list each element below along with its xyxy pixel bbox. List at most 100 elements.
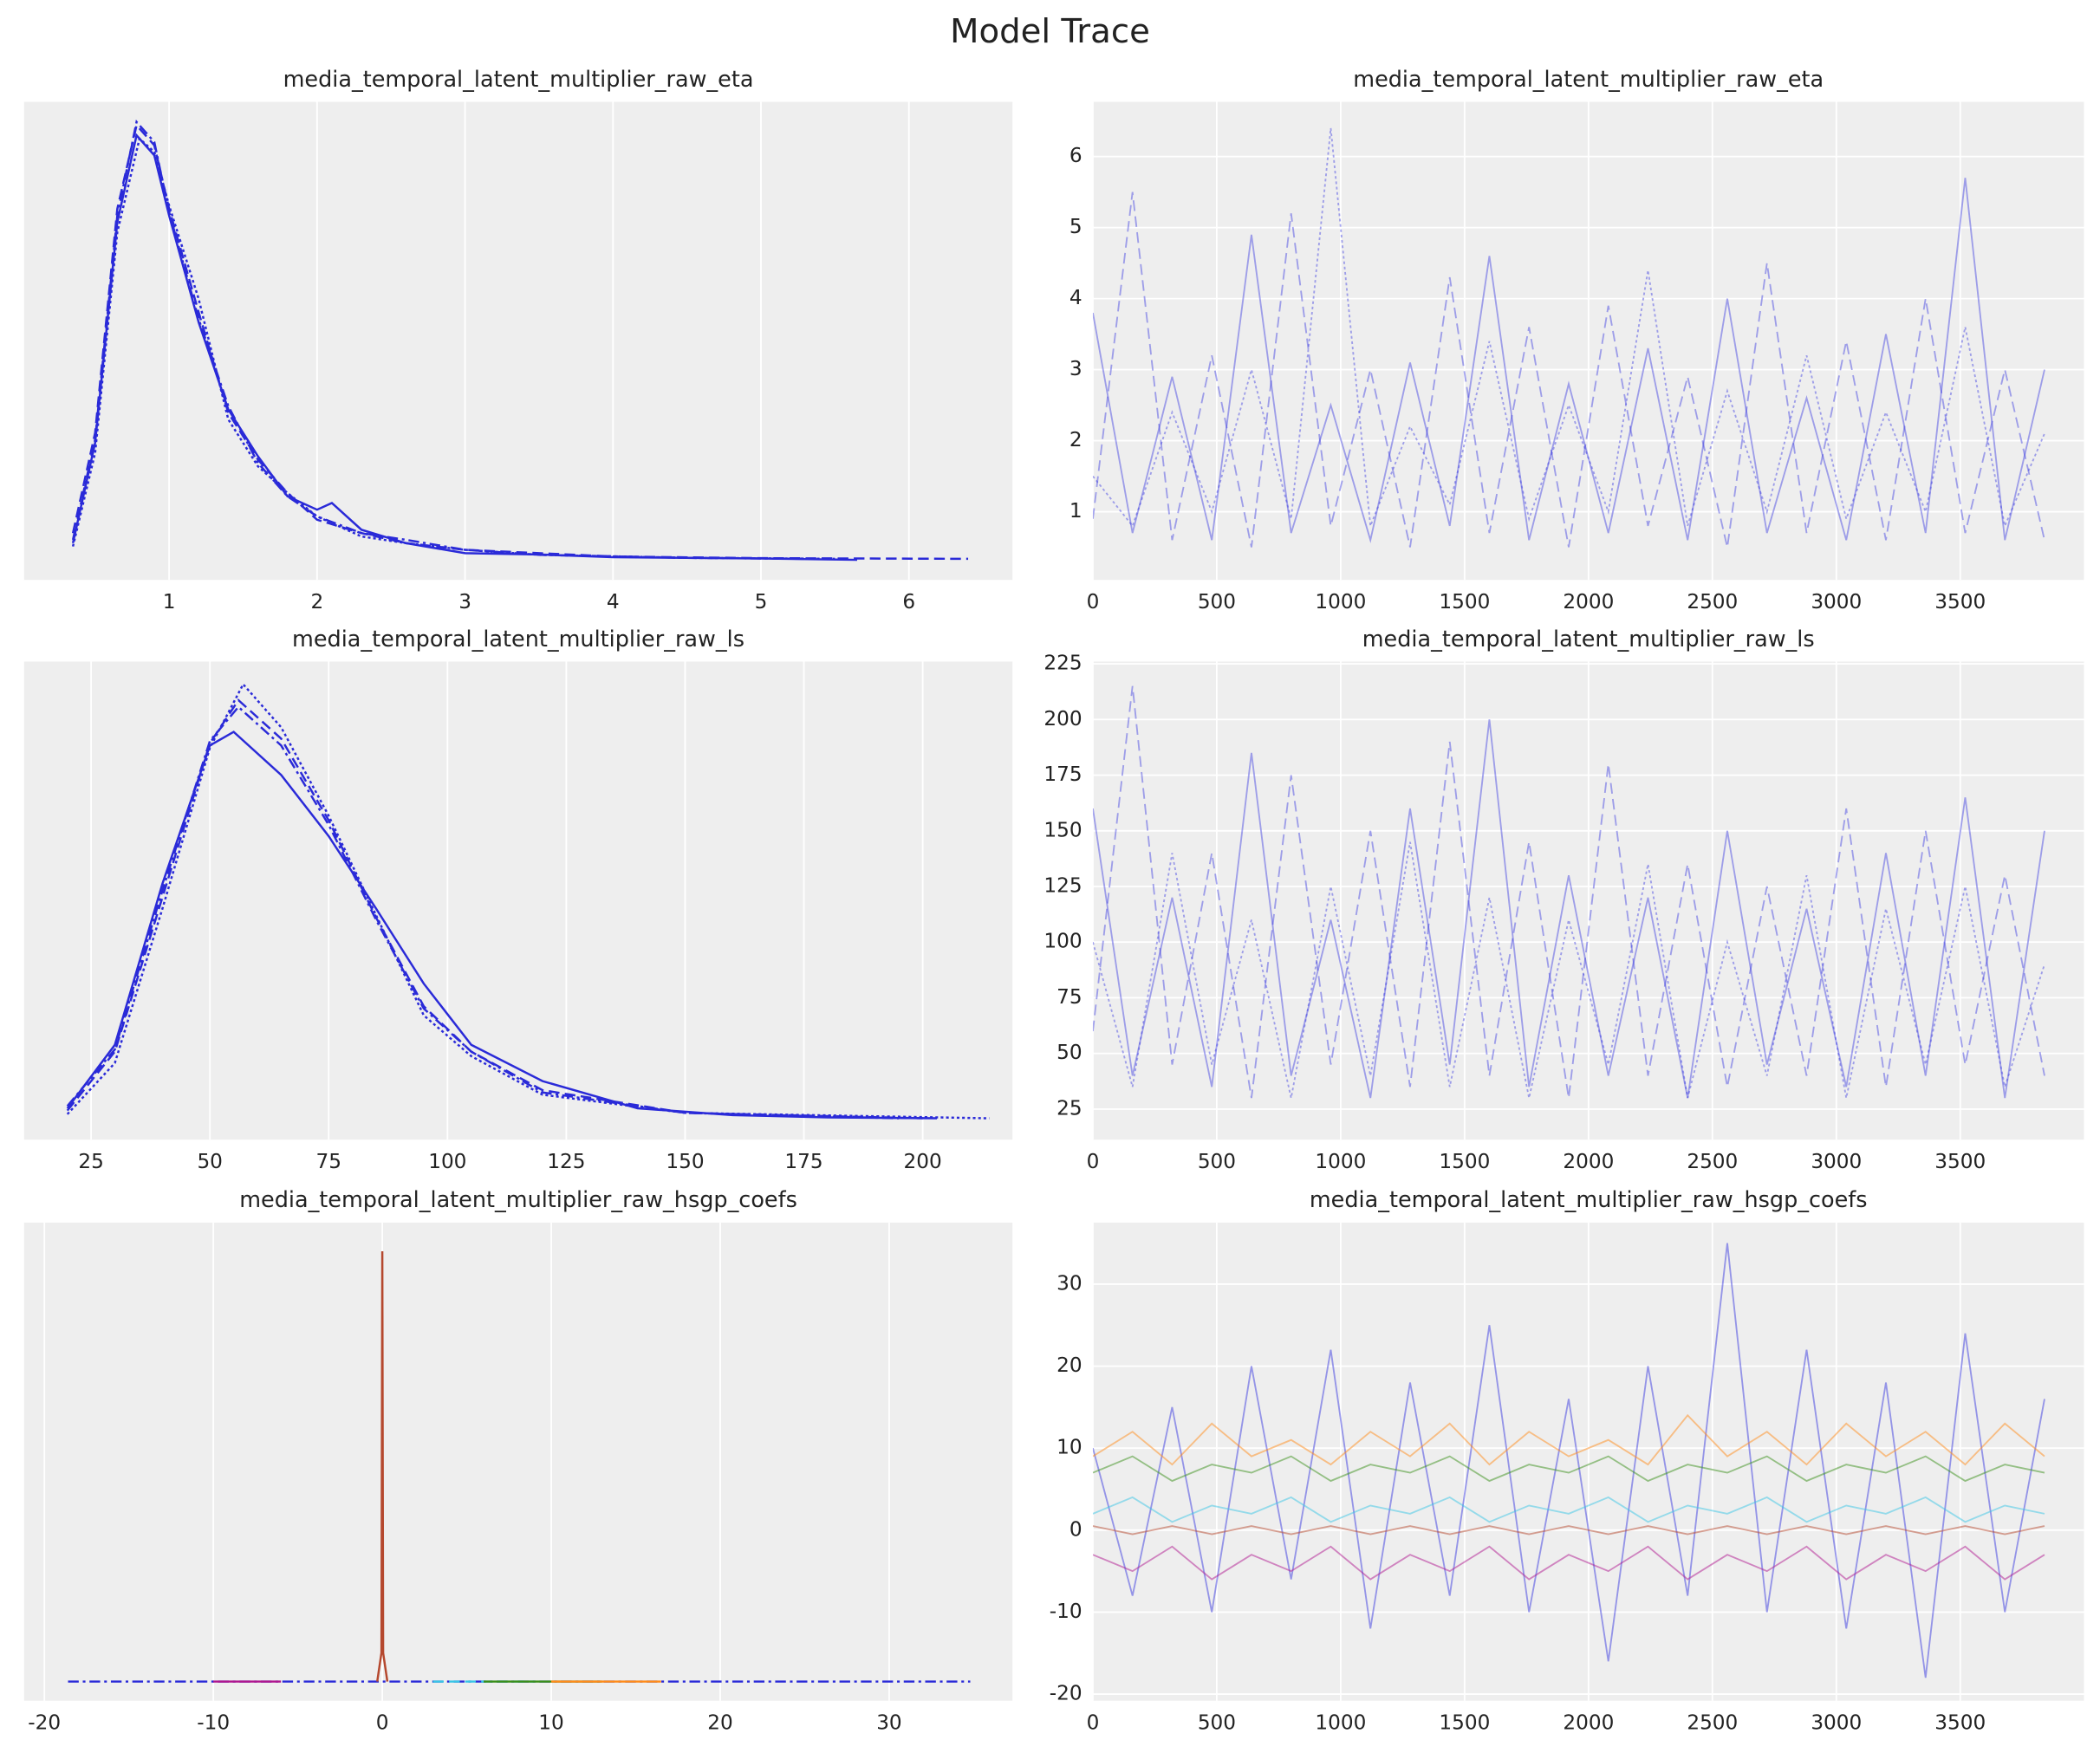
x-tick-label: 200 bbox=[904, 1150, 942, 1173]
x-tick-label: 5 bbox=[755, 590, 768, 614]
x-tick-label: 10 bbox=[538, 1711, 563, 1734]
x-tick-label: 3000 bbox=[1811, 1711, 1862, 1734]
y-tick-label: 125 bbox=[1043, 873, 1082, 897]
x-tick-label: 50 bbox=[197, 1150, 222, 1173]
series-group bbox=[66, 682, 990, 1120]
subplot: media_temporal_latent_multiplier_raw_ls 0… bbox=[1043, 627, 2084, 1173]
x-tick-label: 500 bbox=[1198, 1711, 1236, 1734]
y-tick-label: 10 bbox=[1057, 1436, 1082, 1459]
x-tick-label: 25 bbox=[78, 1150, 103, 1173]
figure-title: Model Trace bbox=[950, 12, 1150, 51]
plot-area bbox=[23, 1222, 1013, 1701]
x-tick-label: -20 bbox=[28, 1711, 61, 1734]
subplot-title: media_temporal_latent_multiplier_raw_hsg… bbox=[239, 1187, 797, 1213]
y-tick-label: 4 bbox=[1070, 286, 1083, 309]
series-line bbox=[1092, 841, 2045, 1099]
x-tick-label: 1500 bbox=[1439, 590, 1490, 614]
x-tick-label: 30 bbox=[876, 1711, 901, 1734]
x-tick-label: 0 bbox=[1087, 1711, 1100, 1734]
subplot: media_temporal_latent_multiplier_raw_hsg… bbox=[23, 1187, 1013, 1734]
x-tick-label: 1 bbox=[163, 590, 176, 614]
series-group bbox=[71, 120, 969, 562]
series-line bbox=[1092, 192, 2045, 548]
y-tick-label: 1 bbox=[1070, 499, 1083, 523]
x-tick-label: 3000 bbox=[1811, 1150, 1862, 1173]
x-tick-label: 0 bbox=[1087, 1150, 1100, 1173]
y-tick-label: 20 bbox=[1057, 1354, 1082, 1377]
x-tick-label: 2000 bbox=[1563, 1150, 1614, 1173]
y-tick-label: 100 bbox=[1043, 930, 1082, 953]
x-tick-label: 1000 bbox=[1315, 1711, 1366, 1734]
subplot-title: media_temporal_latent_multiplier_raw_hsg… bbox=[1310, 1187, 1868, 1213]
y-tick-label: 5 bbox=[1070, 215, 1083, 238]
series-line bbox=[1092, 719, 2045, 1099]
x-tick-label: 1000 bbox=[1315, 590, 1366, 614]
x-tick-label: 175 bbox=[784, 1150, 822, 1173]
x-tick-label: 2000 bbox=[1563, 1711, 1614, 1734]
subplot: media_temporal_latent_multiplier_raw_ls 2… bbox=[23, 627, 1013, 1173]
subplot-title: media_temporal_latent_multiplier_raw_ls bbox=[1362, 627, 1815, 653]
y-tick-label: -10 bbox=[1050, 1600, 1083, 1623]
x-tick-label: -10 bbox=[197, 1711, 230, 1734]
x-tick-label: 2 bbox=[310, 590, 323, 614]
y-tick-label: 30 bbox=[1057, 1271, 1082, 1295]
series-group bbox=[68, 1251, 971, 1683]
x-tick-label: 2500 bbox=[1687, 1150, 1738, 1173]
y-tick-label: 75 bbox=[1057, 985, 1082, 1009]
y-tick-label: -20 bbox=[1050, 1682, 1083, 1705]
series-line bbox=[1092, 1243, 2045, 1678]
x-tick-label: 100 bbox=[428, 1150, 466, 1173]
series-group bbox=[1092, 127, 2045, 548]
x-tick-label: 3500 bbox=[1934, 1711, 1986, 1734]
subplot: media_temporal_latent_multiplier_raw_eta… bbox=[1070, 67, 2084, 614]
subplot-title: media_temporal_latent_multiplier_raw_eta bbox=[1353, 67, 1824, 93]
x-tick-label: 75 bbox=[316, 1150, 341, 1173]
subplot-title: media_temporal_latent_multiplier_raw_eta bbox=[283, 67, 754, 93]
subplot-title: media_temporal_latent_multiplier_raw_ls bbox=[292, 627, 744, 653]
x-tick-label: 4 bbox=[607, 590, 620, 614]
x-tick-label: 125 bbox=[547, 1150, 585, 1173]
series-line bbox=[71, 136, 835, 561]
series-line bbox=[1092, 1525, 2045, 1535]
plot-area bbox=[23, 101, 1013, 581]
y-tick-label: 0 bbox=[1070, 1517, 1083, 1541]
series-line bbox=[1092, 685, 2045, 1099]
x-tick-label: 0 bbox=[376, 1711, 389, 1734]
x-tick-label: 3500 bbox=[1934, 1150, 1986, 1173]
series-line bbox=[376, 1251, 389, 1682]
plot-area bbox=[23, 661, 1013, 1140]
x-tick-label: 2500 bbox=[1687, 1711, 1738, 1734]
x-tick-label: 3500 bbox=[1934, 590, 1986, 614]
x-tick-label: 3000 bbox=[1811, 590, 1862, 614]
y-tick-label: 175 bbox=[1043, 763, 1082, 786]
series-group bbox=[1092, 685, 2045, 1099]
series-line bbox=[1092, 1496, 2045, 1523]
x-tick-label: 20 bbox=[707, 1711, 732, 1734]
series-line bbox=[1092, 1413, 2045, 1466]
x-tick-label: 150 bbox=[666, 1150, 704, 1173]
series-line bbox=[1092, 1545, 2045, 1581]
series-line bbox=[66, 705, 900, 1120]
y-tick-label: 6 bbox=[1070, 144, 1083, 167]
series-line bbox=[71, 120, 806, 561]
series-line bbox=[66, 682, 990, 1120]
x-tick-label: 500 bbox=[1198, 1150, 1236, 1173]
y-tick-label: 25 bbox=[1057, 1096, 1082, 1120]
y-tick-label: 200 bbox=[1043, 707, 1082, 730]
x-tick-label: 3 bbox=[458, 590, 471, 614]
y-tick-label: 3 bbox=[1070, 357, 1083, 380]
subplot: media_temporal_latent_multiplier_raw_eta… bbox=[23, 67, 1013, 614]
series-line bbox=[71, 122, 969, 561]
series-line bbox=[66, 698, 923, 1120]
series-group bbox=[1092, 1243, 2045, 1678]
series-line bbox=[1092, 1455, 2045, 1483]
subplot: media_temporal_latent_multiplier_raw_hsg… bbox=[1050, 1187, 2084, 1734]
x-tick-label: 1000 bbox=[1315, 1150, 1366, 1173]
y-tick-label: 2 bbox=[1070, 428, 1083, 451]
series-line bbox=[1092, 178, 2045, 544]
y-tick-label: 225 bbox=[1043, 652, 1082, 675]
y-tick-label: 50 bbox=[1057, 1041, 1082, 1064]
y-tick-label: 150 bbox=[1043, 818, 1082, 841]
x-tick-label: 1500 bbox=[1439, 1711, 1490, 1734]
